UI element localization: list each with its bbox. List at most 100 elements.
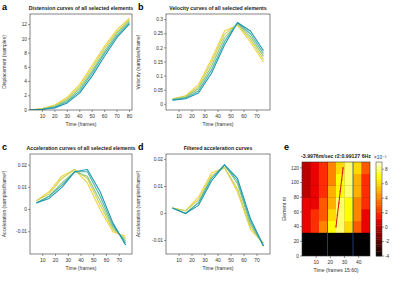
colorbar-step [376,209,382,212]
panel-letter: b [138,2,144,12]
x-tick-label: 60 [241,113,247,119]
colorbar-step [376,204,382,207]
colorbar-tick [382,183,384,184]
curve [30,18,130,110]
x-tick-label: 30 [342,259,348,265]
colorbar-tick [382,241,384,242]
colorbar-step [376,240,382,243]
heat-cell [328,233,337,245]
y-tick-label: 0.3 [156,17,163,22]
curve [30,23,130,110]
x-tick [344,256,345,258]
peak-line [336,168,343,227]
x-tick-label: 20 [53,257,59,263]
x-tick-label: 40 [215,257,221,263]
heat-cell [362,174,371,186]
x-tick [81,254,82,256]
x-tick [244,110,245,112]
x-tick-label: 70 [254,257,260,263]
colorbar-step [376,251,382,254]
x-tick [42,254,43,256]
x-label: Time (frames 15:60) [314,267,359,273]
colorbar-step [376,169,382,172]
peak-point [338,202,340,204]
x-tick-label: 40 [215,113,221,119]
colorbar-step [376,207,382,210]
y-tick-label: 0 [24,108,27,113]
y-tick-label: -0.01 [16,229,27,234]
colorbar-step [376,233,382,236]
curve [36,170,125,246]
x-tick [205,254,206,256]
x-tick-label: 80 [127,113,133,119]
x-tick [68,254,69,256]
heat-cell [328,221,337,233]
heat-cell [353,221,362,233]
colorbar-tick [382,227,384,228]
colorbar-step [376,183,382,186]
x-tick-label: 10 [176,257,182,263]
panel-letter: c [2,142,7,152]
y-tick [300,226,302,227]
y-tick-label: 10 [22,37,28,42]
curve [173,24,264,99]
title: Acceleration curves of all selected elem… [27,145,136,151]
curve [30,21,130,110]
heat-cell [302,209,311,221]
y-label: Acceleration (samples/frame²) [135,170,141,237]
heat-cell [319,162,328,174]
y-tick [28,165,30,166]
heat-cell [353,174,362,186]
curve [173,168,264,244]
y-label: Acceleration (samples/frame²) [1,170,7,237]
x-tick-label: 10 [40,113,46,119]
y-tick [28,81,30,82]
x-tick [257,254,258,256]
y-label: Velocity (samples/frame) [135,34,141,89]
heat-cell [345,197,354,209]
heat-cell [336,233,345,245]
heat-cell [353,209,362,221]
heat-cell [353,162,362,174]
x-tick-label: 70 [254,113,260,119]
x-tick [179,254,180,256]
colorbar-tick-label: 6 [385,181,388,186]
y-tick-label: 60 [294,210,300,215]
x-tick [244,254,245,256]
y-tick [28,209,30,210]
heat-cell [328,186,337,198]
heat-cell [336,174,345,186]
peak-point [337,214,339,216]
heat-cell [302,197,311,209]
y-tick [300,167,302,168]
heat-cell [336,197,345,209]
y-tick [164,19,166,20]
colorbar-step [376,171,382,174]
x-tick-label: 50 [89,113,95,119]
plot-frame [30,14,132,110]
y-tick-label: 0.02 [154,157,164,162]
colorbar-tick-label: 2 [385,210,388,215]
x-tick-label: 60 [102,113,108,119]
figure: 1020304050607080024681012Distension curv… [0,0,406,286]
y-tick [300,197,302,198]
heat-cell [319,174,328,186]
peak-point [342,167,344,169]
heat-cell [302,233,311,245]
plot-area [36,170,125,246]
x-tick [79,110,80,112]
curve [173,165,264,246]
colorbar-step [376,247,382,250]
x-tick-label: 10 [176,113,182,119]
colorbar-step [376,211,382,214]
colorbar-step [376,178,382,181]
x-tick-label: 40 [356,259,362,265]
x-label: Time (frames) [203,265,234,271]
heat-cell [302,174,311,186]
heat-cell [311,244,320,256]
x-tick [119,254,120,256]
colorbar-step [376,237,382,240]
x-tick [330,256,331,258]
curve [30,20,130,110]
colorbar-step [376,230,382,233]
